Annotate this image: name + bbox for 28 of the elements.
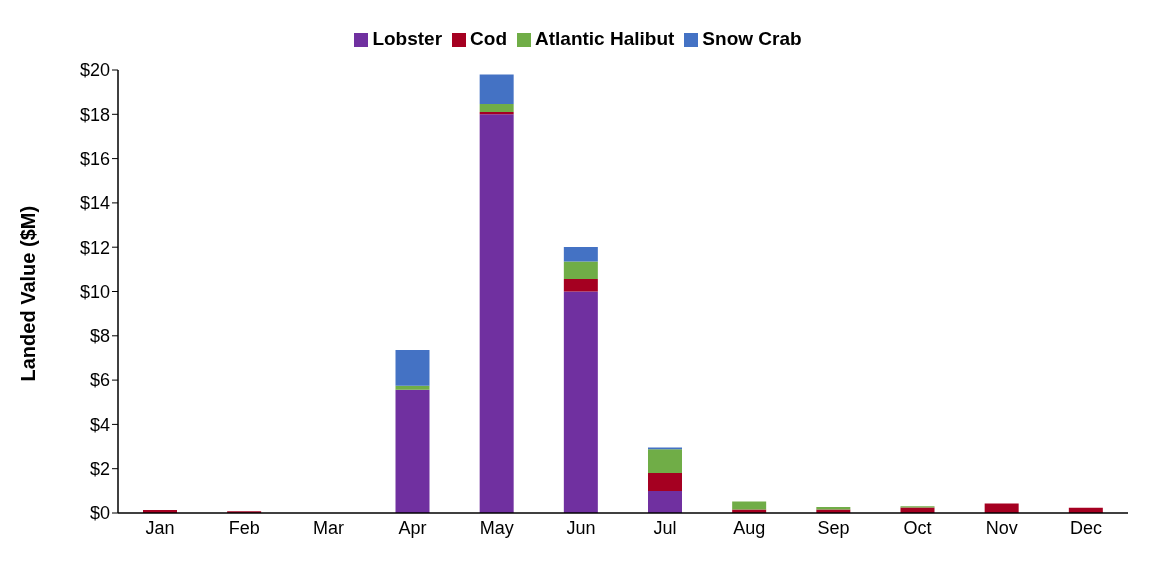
y-axis-title: Landed Value ($M) — [17, 205, 40, 382]
x-tick-label: Oct — [903, 517, 932, 538]
x-tick-label: Mar — [312, 517, 344, 538]
y-tick-label: $14 — [79, 193, 110, 214]
y-tick-label: $10 — [79, 281, 110, 302]
x-tick-label: Aug — [733, 517, 766, 538]
y-tick-label: $2 — [89, 459, 110, 480]
y-tick-label: $18 — [79, 104, 110, 125]
y-tick-label: $20 — [79, 60, 110, 81]
y-tick-label: $8 — [89, 326, 110, 347]
x-tick-label: May — [479, 517, 514, 538]
x-tick-label: Sep — [817, 517, 850, 538]
legend-label: Lobster — [372, 28, 443, 49]
x-tick-label: Jul — [653, 517, 677, 538]
y-tick-label: $4 — [89, 414, 110, 435]
x-tick-label: Feb — [228, 517, 260, 538]
x-tick-label: Jun — [566, 517, 596, 538]
x-tick-label: Dec — [1069, 517, 1102, 538]
x-tick-label: Jan — [145, 517, 175, 538]
y-tick-label: $12 — [79, 237, 110, 258]
y-tick-label: $0 — [89, 503, 110, 524]
legend-label: Cod — [470, 28, 508, 49]
legend-label: Snow Crab — [702, 28, 802, 49]
x-tick-label: Nov — [985, 517, 1018, 538]
y-tick-label: $6 — [89, 370, 110, 391]
legend-label: Atlantic Halibut — [535, 28, 675, 49]
x-tick-label: Apr — [398, 517, 427, 538]
y-tick-label: $16 — [79, 148, 110, 169]
